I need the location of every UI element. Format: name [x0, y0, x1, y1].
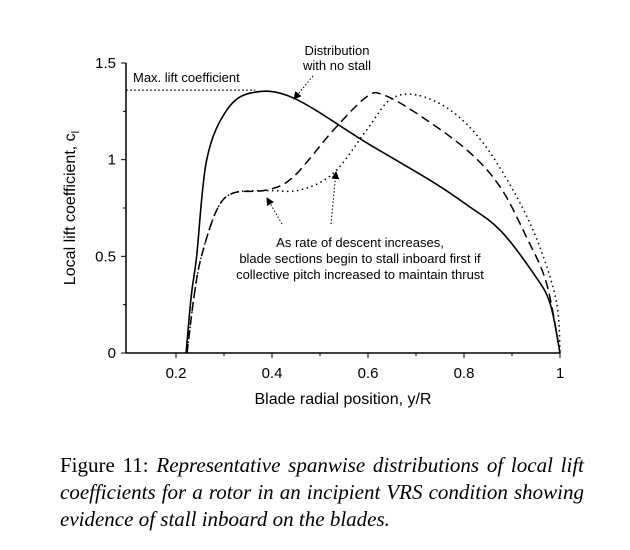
series-line-dashed: [186, 91, 561, 354]
y-tick-label: 1: [108, 152, 116, 169]
series-line-solid: [185, 90, 561, 354]
annotation-stall-line3: collective pitch increased to maintain t…: [236, 267, 484, 282]
y-axis-label-text: Local lift coefficient, c: [62, 133, 79, 285]
x-tick-label: 0.2: [166, 365, 187, 382]
annotation-no-stall-line1: Distribution: [304, 43, 369, 58]
series-group: [185, 90, 561, 354]
annotation-arrow-stall-2: [330, 171, 340, 225]
y-axis-label-subscript: l: [70, 131, 82, 133]
x-tick-label: 0.8: [454, 365, 475, 382]
x-tick-label: 0.6: [358, 365, 379, 382]
axes: 0.2 0.4 0.6 0.8 1 0 0.5 1 1.5 Max. lift coefficie…: [95, 55, 564, 382]
y-tick-label: 0: [108, 345, 116, 362]
x-tick-label: 1: [556, 365, 564, 382]
y-axis-label: Local lift coefficient, cl: [62, 131, 82, 285]
annotation-stall-line2: blade sections begin to stall inboard fi…: [239, 251, 481, 266]
annotation-arrow-no-stall: [293, 75, 314, 100]
annotation-arrow-stall-1: [266, 197, 283, 225]
x-axis-label: Blade radial position, y/R: [255, 391, 432, 408]
max-lift-label: Max. lift coefficient: [133, 70, 240, 85]
y-tick-label: 0.5: [95, 248, 116, 265]
figure-caption: Figure 11: Representative spanwise distr…: [60, 452, 584, 533]
series-line-dotted: [186, 93, 561, 354]
annotation-stall-line1: As rate of descent increases,: [276, 235, 444, 250]
caption-text: Representative spanwise distributions of…: [60, 453, 584, 531]
x-tick-label: 0.4: [262, 365, 283, 382]
y-tick-label: 1.5: [95, 55, 116, 72]
annotation-no-stall-line2: with no stall: [302, 58, 371, 73]
caption-label: Figure 11:: [60, 453, 149, 477]
chart: 0.2 0.4 0.6 0.8 1 0 0.5 1 1.5 Max. lift coefficie…: [62, 43, 564, 408]
annotations: Distribution with no stall As rate of de…: [236, 43, 484, 282]
